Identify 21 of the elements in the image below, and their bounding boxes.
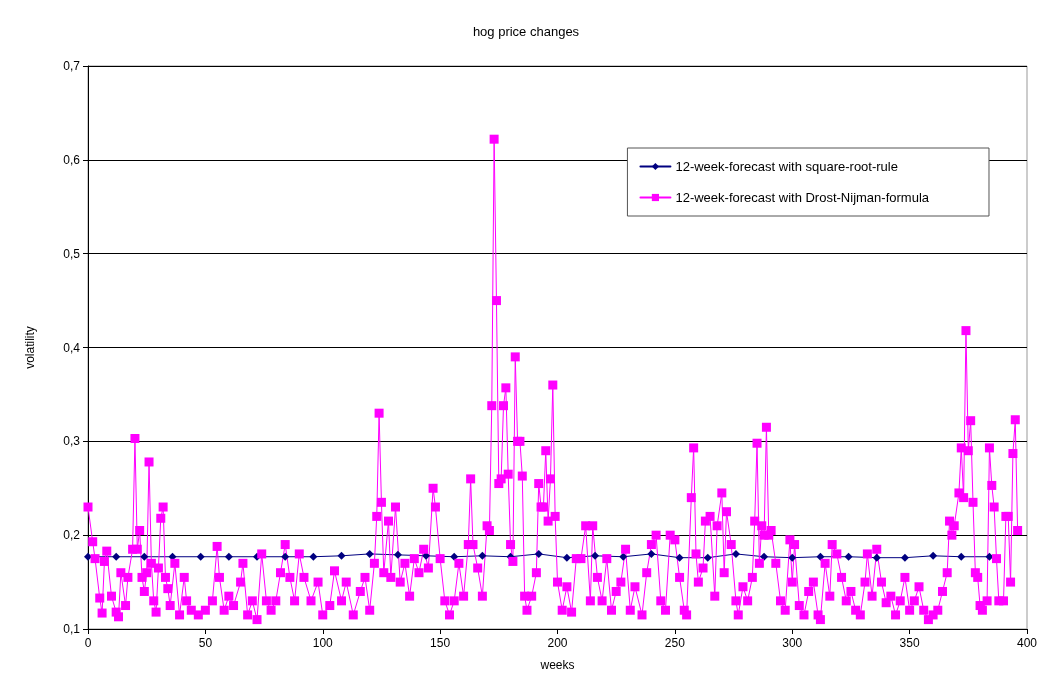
x-tick-label: 350 — [899, 636, 920, 650]
x-tick-label: 250 — [664, 636, 686, 650]
y-tick-label: 0,1 — [63, 622, 81, 636]
x-tick-label: 150 — [430, 636, 451, 650]
legend-label: 12-week-forecast with Drost-Nijman-formula — [675, 190, 930, 205]
x-tick-label: 0 — [84, 636, 92, 650]
chart-title: hog price changes — [472, 24, 580, 39]
x-tick-label: 300 — [782, 636, 803, 650]
y-tick-label: 0,5 — [63, 246, 81, 261]
x-axis-title: weeks — [539, 658, 575, 672]
y-tick-label: 0,6 — [63, 152, 81, 167]
y-tick-label: 0,2 — [63, 528, 81, 543]
x-tick-label: 50 — [198, 636, 213, 650]
legend-label: 12-week-forecast with square-root-rule — [675, 159, 898, 174]
y-tick-label: 0,7 — [63, 59, 81, 73]
y-tick-label: 0,3 — [63, 434, 81, 449]
y-axis-title: volatility — [23, 326, 37, 369]
x-tick-label: 100 — [312, 636, 334, 650]
x-tick-label: 200 — [547, 636, 568, 650]
x-tick-label: 400 — [1016, 636, 1038, 650]
y-tick-label: 0,4 — [63, 340, 81, 355]
